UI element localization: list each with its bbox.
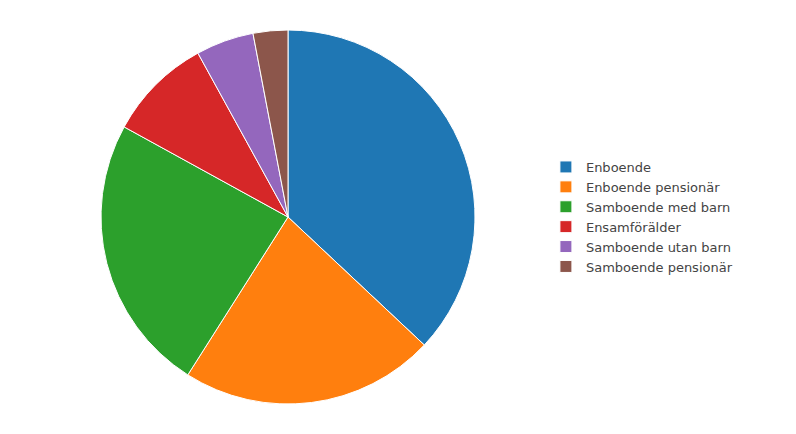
svg-text:Samboende med barn: Samboende med barn xyxy=(586,200,730,215)
svg-text:Enboende pensionär: Enboende pensionär xyxy=(586,180,720,195)
svg-text:Samboende utan barn: Samboende utan barn xyxy=(586,240,731,255)
svg-text:Ensamförälder: Ensamförälder xyxy=(586,220,682,235)
svg-text:Enboende: Enboende xyxy=(586,160,651,175)
svg-text:Samboende pensionär: Samboende pensionär xyxy=(586,260,733,275)
